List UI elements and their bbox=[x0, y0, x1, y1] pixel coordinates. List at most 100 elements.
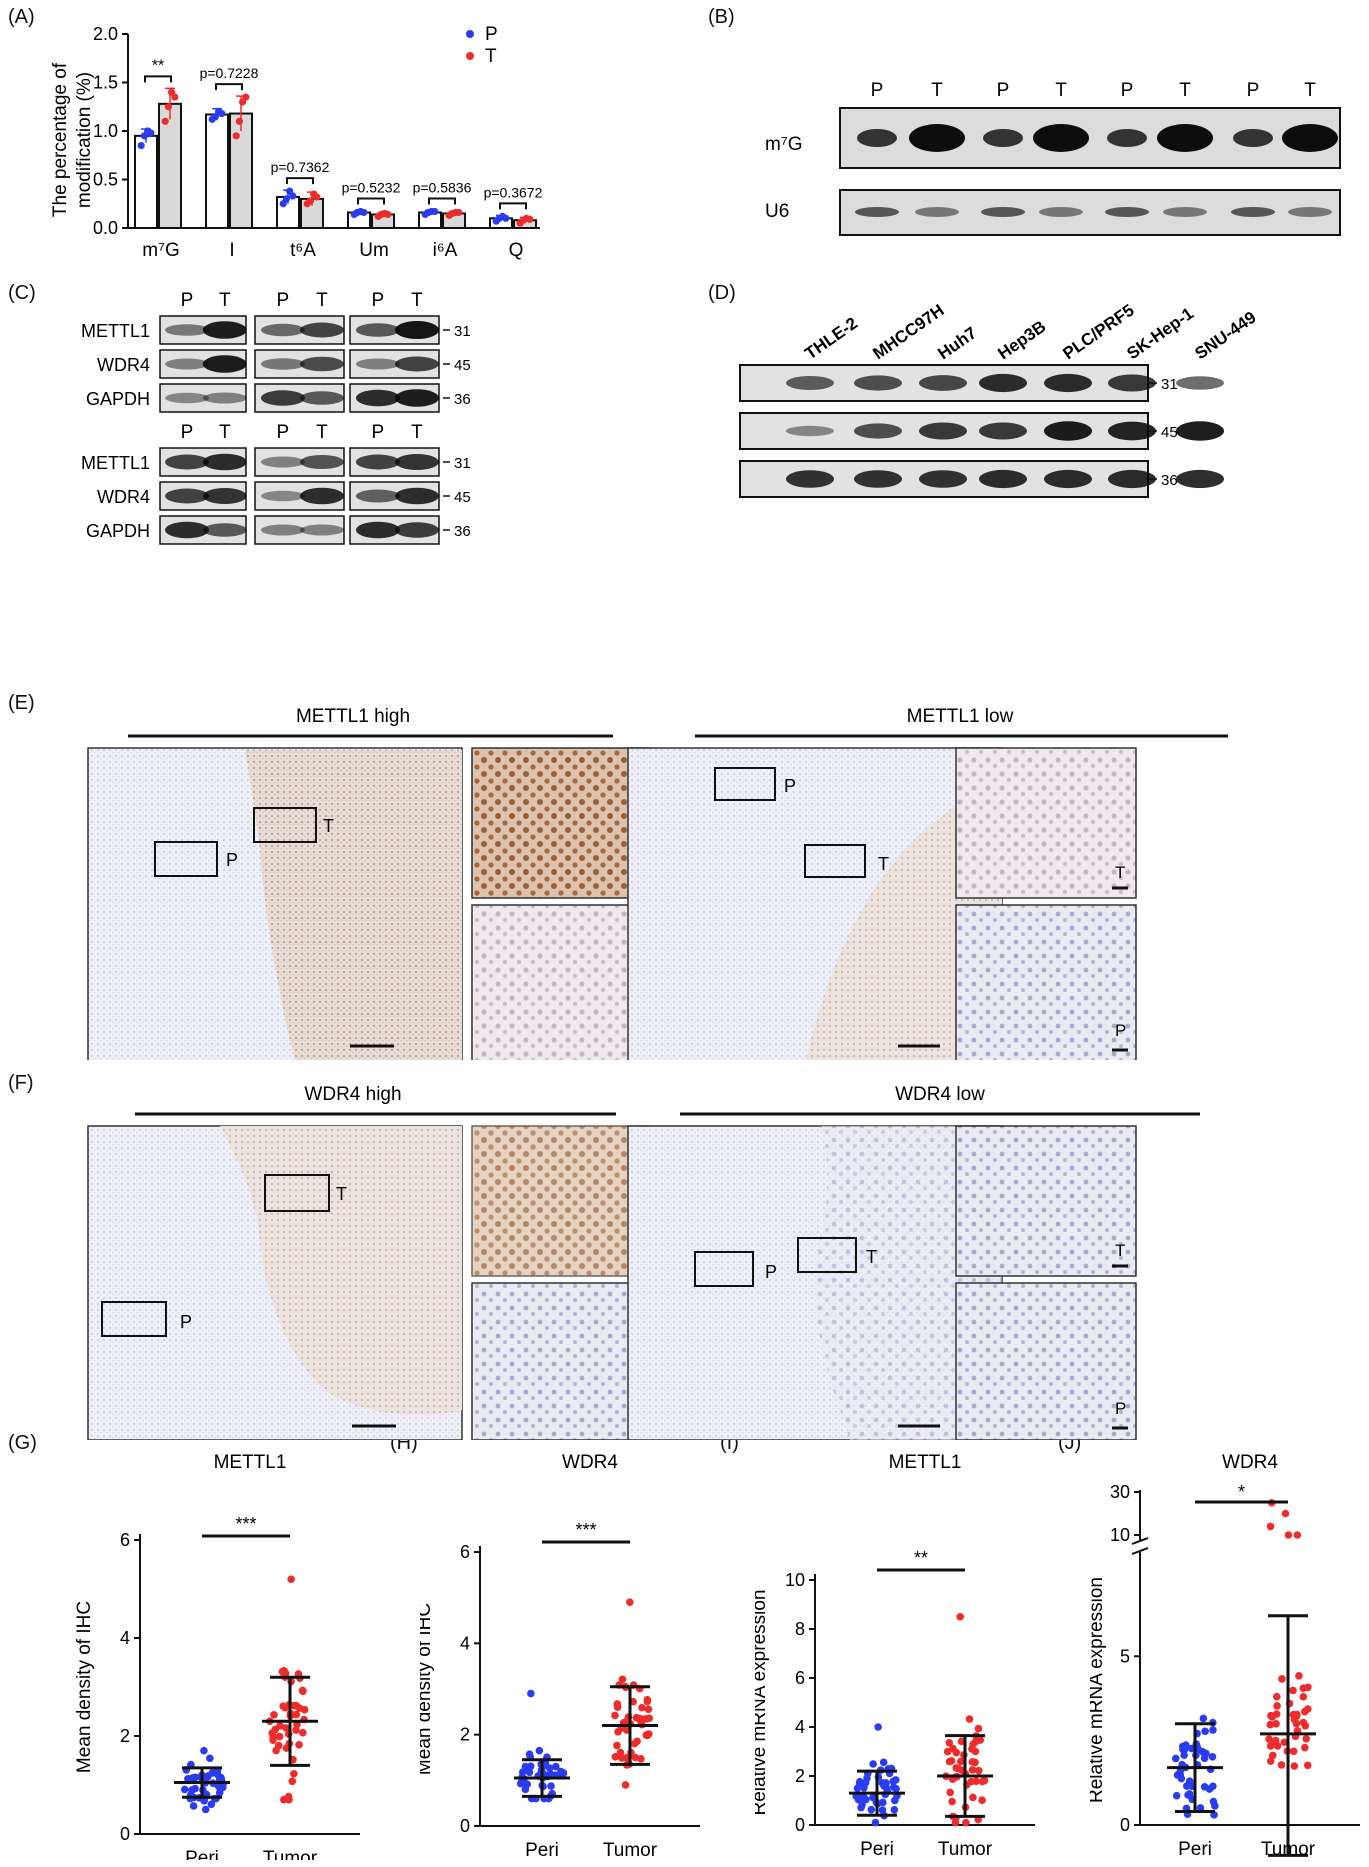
scatter-point bbox=[1290, 1762, 1299, 1770]
scatter-point bbox=[855, 1779, 864, 1788]
blot-b-u6-band bbox=[981, 207, 1025, 217]
panel-a-xtick-label: I bbox=[229, 240, 234, 261]
scatter-point bbox=[1267, 1711, 1275, 1720]
panel-f-right-title: WDR4 low bbox=[895, 1084, 985, 1105]
panel-j-scatter: WDR4 Relative mRNA expression 0 5 10 30 Peri Tu… bbox=[1090, 1452, 1360, 1860]
blot-b-lane-label: P bbox=[1121, 80, 1134, 101]
blot-c-band-box bbox=[254, 515, 345, 545]
panel-f-high-box-t bbox=[264, 1174, 330, 1212]
blot-c-lane-label: T bbox=[316, 422, 328, 443]
scatter-point bbox=[957, 1737, 966, 1746]
panel-f-left-title: WDR4 high bbox=[304, 1084, 401, 1105]
scatter-point bbox=[968, 1766, 977, 1774]
panel-e-low-mark-t: T bbox=[878, 854, 889, 874]
panel-a-point bbox=[232, 132, 240, 140]
panel-c-blot: P T P T P T METTL1 31 WDR4 45 GAPDH 36 P T P T P T METTL1 3… bbox=[81, 290, 471, 545]
blot-c-lane-label: P bbox=[372, 422, 385, 443]
blot-c-band bbox=[355, 389, 400, 407]
scatter-sig-label: * bbox=[1238, 1482, 1245, 1502]
panel-a-sig-bracket bbox=[428, 197, 456, 205]
panel-a-point bbox=[137, 141, 145, 150]
panel-e-low-zoom-mark-p: P bbox=[1115, 1021, 1126, 1040]
scatter-xtick-label: Tumor bbox=[263, 1848, 318, 1860]
scatter-point bbox=[1196, 1804, 1205, 1812]
scatter-ytick-label: 6 bbox=[460, 1542, 470, 1562]
scatter-point bbox=[613, 1703, 622, 1711]
scatter-point bbox=[630, 1739, 639, 1748]
blot-b-u6-band bbox=[1288, 207, 1332, 217]
panel-f-low-box-t bbox=[797, 1237, 857, 1273]
blot-d-band bbox=[786, 425, 834, 437]
scatter-point bbox=[889, 1783, 898, 1791]
blot-c-lane-label: T bbox=[219, 422, 231, 443]
panel-label-a: (A) bbox=[8, 6, 35, 28]
blot-c-kda-label: 45 bbox=[454, 357, 471, 374]
blot-d-band bbox=[1176, 376, 1224, 390]
scatter-point bbox=[287, 1575, 295, 1583]
panel-a-ylabel-line1: The percentage of bbox=[50, 62, 71, 217]
panel-a-xtick-label: Q bbox=[509, 240, 524, 261]
blot-c-kda-label: 36 bbox=[454, 523, 471, 540]
panel-a-point bbox=[242, 93, 250, 101]
panel-f-low-zoom-mark-p: P bbox=[1115, 1399, 1126, 1418]
panel-a-ytick-label: 2.0 bbox=[93, 24, 118, 44]
blot-c-row-label: METTL1 bbox=[81, 453, 150, 473]
panel-a-ytick-label: 1.5 bbox=[93, 73, 118, 93]
panel-a-sig-label: p=0.3672 bbox=[484, 184, 543, 200]
panel-a-point bbox=[526, 215, 534, 223]
scatter-point bbox=[976, 1736, 985, 1744]
blot-c-band bbox=[355, 521, 400, 539]
blot-c-band bbox=[165, 392, 209, 404]
scatter-ytick-label: 4 bbox=[120, 1628, 130, 1648]
scatter-point bbox=[276, 1722, 284, 1730]
scatter-point bbox=[1300, 1707, 1309, 1716]
scatter-point bbox=[1272, 1692, 1281, 1701]
panel-e-high-zoom-t bbox=[471, 747, 651, 899]
blot-d-band bbox=[854, 423, 902, 439]
panel-a-sig-bracket bbox=[357, 197, 385, 205]
blot-d-band bbox=[979, 422, 1027, 440]
scatter-point bbox=[191, 1773, 200, 1782]
blot-b-m7g-band bbox=[857, 129, 897, 147]
scatter-point bbox=[1301, 1743, 1309, 1752]
blot-b-m7g-band bbox=[983, 129, 1023, 147]
panel-a-legend-marker bbox=[466, 52, 474, 60]
scatter-point bbox=[965, 1715, 974, 1723]
scatter-point bbox=[952, 1748, 961, 1757]
scatter-point bbox=[955, 1765, 963, 1773]
scatter-ylabel: Mean density of IHC bbox=[420, 1603, 435, 1775]
panel-a-sig-bracket bbox=[215, 83, 243, 91]
blot-b-u6-band bbox=[915, 207, 959, 217]
scatter-point bbox=[1185, 1790, 1194, 1798]
panel-f-low-mark-p: P bbox=[765, 1262, 777, 1282]
scatter-point bbox=[1211, 1802, 1219, 1810]
blot-d-band bbox=[919, 470, 967, 488]
blot-c-band bbox=[165, 454, 209, 470]
scatter-point bbox=[1273, 1702, 1281, 1710]
panel-e-low-box-t bbox=[804, 844, 866, 878]
panel-e-right-title: METTL1 low bbox=[907, 706, 1014, 727]
scatter-ytick-label: 4 bbox=[795, 1717, 805, 1737]
scatter-point bbox=[281, 1724, 290, 1732]
panel-f-high-mark-t: T bbox=[336, 1184, 347, 1204]
scatter-point bbox=[292, 1710, 301, 1719]
scatter-ytick-label: 2 bbox=[795, 1766, 805, 1786]
panel-i-scatter: METTL1 Relative mRNA expression 0 2 4 6 8 10 Per… bbox=[755, 1452, 1035, 1860]
blot-c-band bbox=[394, 522, 439, 538]
scatter-point bbox=[298, 1728, 307, 1737]
scatter-point bbox=[1292, 1719, 1301, 1728]
blot-d-band bbox=[1108, 374, 1156, 392]
scatter-point bbox=[299, 1687, 307, 1696]
panel-a-point bbox=[455, 208, 463, 217]
scatter-point bbox=[879, 1798, 887, 1807]
scatter-point bbox=[867, 1805, 876, 1814]
panel-a-point bbox=[282, 195, 290, 203]
panel-a-legend-label: P bbox=[485, 24, 498, 45]
scatter-point bbox=[642, 1731, 651, 1739]
blot-c-band bbox=[260, 456, 305, 468]
blot-d-band bbox=[979, 373, 1027, 393]
blot-b-row-u6: U6 bbox=[765, 201, 789, 222]
scatter-point bbox=[201, 1805, 210, 1814]
panel-a-sig-bracket bbox=[144, 75, 172, 83]
